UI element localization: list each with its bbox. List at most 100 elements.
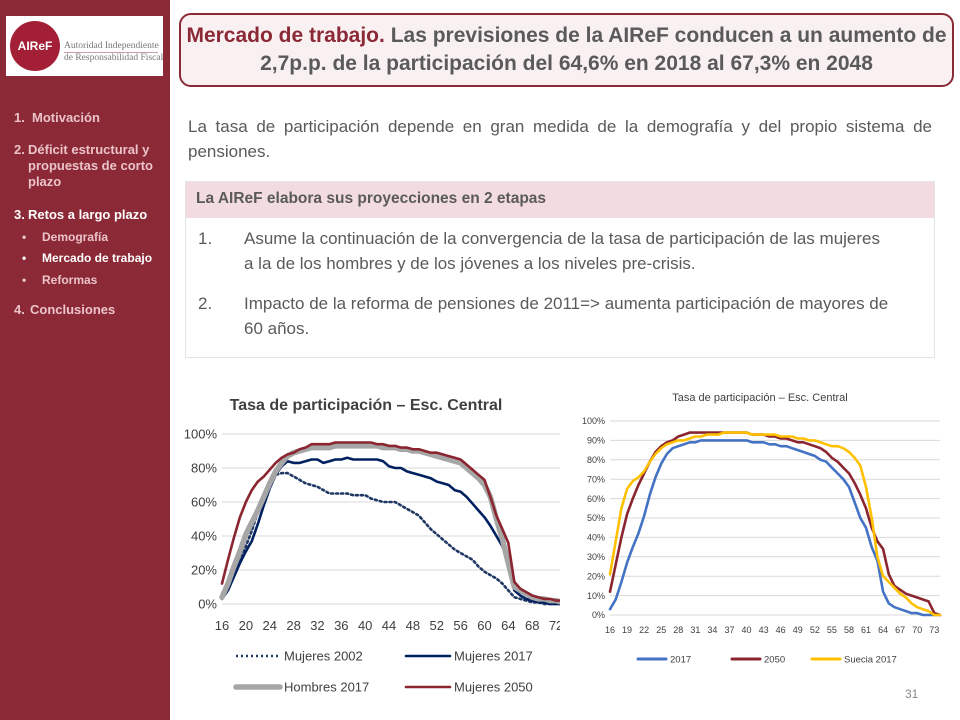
x-tick-label: 34 <box>707 625 717 635</box>
airef-logo: AIReF Autoridad Independiente de Respons… <box>6 16 163 76</box>
x-tick-label: 73 <box>929 625 939 635</box>
y-tick-label: 80% <box>587 455 605 465</box>
nav-number: 1. <box>14 110 25 125</box>
slide-title-topic: Mercado de trabajo. <box>186 24 385 47</box>
nav-label: Retos a largo plazo <box>28 207 148 222</box>
nav-number: 2. <box>14 142 25 157</box>
stage-item: 2. Impacto de la reforma de pensiones de… <box>198 291 892 341</box>
legend-label: Mujeres 2050 <box>454 680 533 695</box>
nav-label: Déficit estructural y propuestas de cort… <box>28 142 153 189</box>
x-tick-label: 19 <box>622 625 632 635</box>
legend-label: 2050 <box>764 654 785 665</box>
nav-number: 3. <box>14 207 25 222</box>
x-tick-label: 55 <box>827 625 837 635</box>
y-tick-label: 40% <box>587 533 605 543</box>
y-tick-label: 90% <box>587 436 605 446</box>
series-line-2050 <box>608 431 942 617</box>
x-tick-label: 48 <box>406 618 420 633</box>
series-line-mujeres-2002 <box>220 471 560 606</box>
nav-sub-mercado-de-trabajo[interactable]: • Mercado de trabajo <box>22 251 152 265</box>
x-tick-label: 64 <box>501 618 515 633</box>
series-line-2017 <box>608 439 942 617</box>
stage-number: 2. <box>198 294 213 313</box>
nav-sub-label: Mercado de trabajo <box>42 251 153 265</box>
nav-sub-demografia[interactable]: • Demografía <box>22 230 108 244</box>
x-tick-label: 43 <box>759 625 769 635</box>
x-tick-label: 68 <box>525 618 539 633</box>
x-tick-label: 72 <box>549 618 560 633</box>
nav-item-conclusiones[interactable]: 4. Conclusiones <box>14 302 166 318</box>
y-tick-label: 60% <box>587 494 605 504</box>
x-tick-label: 46 <box>776 625 786 635</box>
x-tick-label: 40 <box>742 625 752 635</box>
y-tick-label: 10% <box>587 591 605 601</box>
stages-box: La AIReF elabora sus proyecciones en 2 e… <box>185 181 935 358</box>
x-tick-label: 44 <box>382 618 396 633</box>
y-tick-label: 70% <box>587 474 605 484</box>
airef-logo-mark: AIReF <box>10 21 60 71</box>
bullet-icon: • <box>22 230 27 244</box>
intro-paragraph: La tasa de participación depende en gran… <box>188 117 932 161</box>
y-tick-label: 40% <box>191 529 217 544</box>
x-tick-label: 52 <box>430 618 444 633</box>
x-tick-label: 58 <box>844 625 854 635</box>
logo-line-1: Autoridad Independiente <box>64 41 159 51</box>
chart-participation-by-group: Tasa de participación – Esc. Central 0% 20… <box>184 397 560 695</box>
series-line-hombres-2017 <box>219 443 560 605</box>
x-tick-label: 52 <box>810 625 820 635</box>
stages-heading: La AIReF elabora sus proyecciones en 2 e… <box>186 182 934 218</box>
legend-label: Mujeres 2017 <box>454 649 533 664</box>
y-tick-label: 100% <box>184 427 218 442</box>
nav-item-retos[interactable]: 3. Retos a largo plazo <box>14 207 166 223</box>
x-tick-label: 32 <box>310 618 324 633</box>
slide-title-headline: Las previsiones de la AIReF conducen a u… <box>260 24 947 75</box>
stage-item: 1. Asume la continuación de la convergen… <box>198 226 892 276</box>
nav-label: Motivación <box>32 110 100 125</box>
y-tick-label: 80% <box>191 461 217 476</box>
y-tick-label: 50% <box>587 513 605 523</box>
stage-text: Impacto de la reforma de pensiones de 20… <box>244 294 889 338</box>
x-tick-label: 36 <box>334 618 348 633</box>
y-tick-label: 60% <box>191 495 217 510</box>
nav-item-motivacion[interactable]: 1. Motivación <box>14 110 164 126</box>
nav-sub-label: Demografía <box>42 230 109 244</box>
series-line-mujeres-2050 <box>220 441 560 602</box>
y-tick-label: 0% <box>592 610 605 620</box>
y-tick-label: 20% <box>587 571 605 581</box>
stage-text: Asume la continuación de la convergencia… <box>244 229 880 273</box>
y-tick-label: 0% <box>198 597 217 612</box>
nav-number: 4. <box>14 302 25 317</box>
x-tick-label: 64 <box>878 625 888 635</box>
x-tick-label: 70 <box>912 625 922 635</box>
logo-line-2: de Responsabilidad Fiscal <box>64 53 164 63</box>
x-tick-label: 20 <box>239 618 253 633</box>
chart-title: Tasa de participación – Esc. Central <box>672 392 847 404</box>
chart-participation-international: Tasa de participación – Esc. Central 0% 10… <box>582 392 942 665</box>
x-tick-label: 25 <box>656 625 666 635</box>
x-tick-label: 28 <box>673 625 683 635</box>
x-tick-label: 16 <box>605 625 615 635</box>
legend-label: Mujeres 2002 <box>284 649 363 664</box>
y-tick-label: 20% <box>191 563 217 578</box>
x-tick-label: 56 <box>453 618 467 633</box>
logo-divider <box>64 52 158 53</box>
legend-label: Suecia 2017 <box>844 654 897 665</box>
legend-label: 2017 <box>670 654 691 665</box>
nav-item-deficit[interactable]: 2. Déficit estructural y propuestas de c… <box>14 142 166 190</box>
series-line-suecia-2017 <box>608 431 942 617</box>
nav-label: Conclusiones <box>30 302 116 317</box>
x-tick-label: 61 <box>861 625 871 635</box>
y-tick-label: 100% <box>582 416 605 426</box>
nav-sub-reformas[interactable]: • Reformas <box>22 273 97 287</box>
x-tick-label: 24 <box>262 618 276 633</box>
x-tick-label: 16 <box>215 618 229 633</box>
x-tick-label: 31 <box>690 625 700 635</box>
x-tick-label: 22 <box>639 625 649 635</box>
x-tick-label: 37 <box>724 625 734 635</box>
x-tick-label: 28 <box>286 618 300 633</box>
legend-label: Hombres 2017 <box>284 680 369 695</box>
chart-title: Tasa de participación – Esc. Central <box>230 397 503 414</box>
page-number: 31 <box>905 687 919 701</box>
bullet-icon: • <box>22 251 27 265</box>
x-tick-label: 40 <box>358 618 372 633</box>
